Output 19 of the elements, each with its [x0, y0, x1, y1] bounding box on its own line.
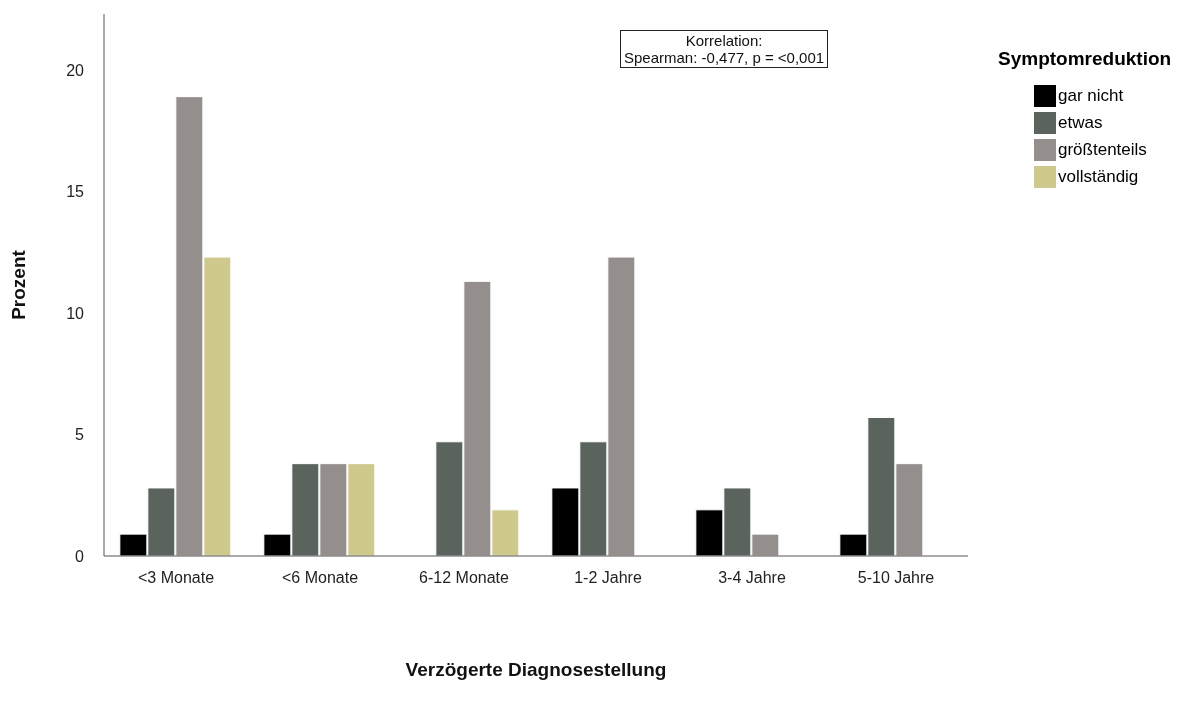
- y-tick-label: 15: [66, 183, 85, 201]
- y-tick-label: 0: [75, 547, 85, 565]
- legend-label: gar nicht: [1058, 85, 1124, 106]
- x-tick-label: <6 Monate: [281, 569, 359, 587]
- y-tick-label: 20: [66, 61, 85, 79]
- annotation: Korrelation: Spearman: -0,477, p = <0,001: [620, 30, 829, 68]
- legend-title: Symptomreduktion: [998, 48, 1173, 70]
- x-tick-label: 6-12 Monate: [419, 569, 510, 587]
- x-tick-label: 1-2 Jahre: [574, 569, 642, 587]
- legend-label: etwas: [1058, 112, 1103, 133]
- legend-label: größtenteils: [1058, 139, 1147, 160]
- x-tick-label: 3-4 Jahre: [718, 569, 786, 587]
- x-tick-label: <3 Monate: [137, 569, 215, 587]
- y-tick-label: 10: [66, 304, 85, 322]
- x-tick-label: 5-10 Jahre: [857, 569, 935, 587]
- y-tick-label: 5: [75, 426, 85, 444]
- legend-label: vollständig: [1058, 166, 1139, 187]
- x-axis-title: Verzögerte Diagnosestellung: [405, 659, 667, 680]
- y-axis-title: Prozent: [7, 249, 29, 320]
